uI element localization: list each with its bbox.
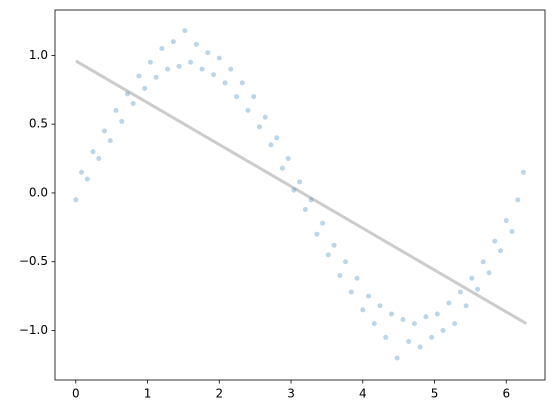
- data-point: [268, 142, 274, 148]
- data-point: [400, 316, 406, 322]
- data-point: [440, 327, 446, 333]
- x-tick-label: 1: [144, 387, 152, 401]
- data-point: [239, 80, 245, 86]
- data-point: [452, 321, 458, 327]
- data-point: [84, 176, 90, 182]
- data-point: [308, 197, 314, 203]
- data-point: [366, 293, 372, 299]
- data-point: [498, 248, 504, 254]
- y-tick-label: −0.5: [19, 254, 48, 268]
- data-point: [406, 338, 412, 344]
- data-point: [79, 169, 85, 175]
- data-point: [285, 156, 291, 162]
- data-point: [480, 259, 486, 265]
- x-tick-label: 0: [72, 387, 80, 401]
- data-point: [205, 50, 211, 56]
- data-point: [469, 275, 475, 281]
- data-point: [165, 66, 171, 72]
- data-point: [320, 220, 326, 226]
- y-tick-label: 0.0: [29, 185, 48, 199]
- data-point: [434, 311, 440, 317]
- data-point: [417, 344, 423, 350]
- data-point: [170, 39, 176, 45]
- data-point: [503, 217, 509, 223]
- data-point: [262, 114, 268, 120]
- data-point: [216, 55, 222, 61]
- y-tick-label: −1.0: [19, 323, 48, 337]
- data-point: [153, 74, 159, 80]
- data-point: [377, 303, 383, 309]
- data-point: [176, 63, 182, 69]
- data-point: [199, 66, 205, 72]
- data-point: [325, 252, 331, 258]
- x-tick-label: 6: [502, 387, 510, 401]
- data-point: [388, 311, 394, 317]
- data-point: [371, 321, 377, 327]
- data-point: [354, 275, 360, 281]
- data-point: [124, 91, 130, 97]
- data-point: [119, 118, 125, 124]
- data-point: [486, 270, 492, 276]
- data-point: [423, 314, 429, 320]
- data-point: [314, 231, 320, 237]
- data-point: [96, 156, 102, 162]
- data-point: [509, 228, 515, 234]
- data-point: [274, 135, 280, 141]
- data-point: [193, 41, 199, 47]
- data-point: [383, 334, 389, 340]
- data-point: [107, 138, 113, 144]
- data-point: [302, 206, 308, 212]
- data-point: [360, 307, 366, 313]
- data-point: [159, 46, 165, 52]
- data-point: [136, 73, 142, 79]
- x-tick-label: 5: [431, 387, 439, 401]
- x-tick-label: 4: [359, 387, 367, 401]
- data-point: [222, 80, 228, 86]
- data-point: [291, 187, 297, 193]
- data-point: [348, 289, 354, 295]
- plot-frame: [54, 9, 546, 381]
- data-point: [457, 289, 463, 295]
- data-point: [520, 169, 526, 175]
- data-point: [279, 165, 285, 171]
- data-point: [188, 59, 194, 65]
- data-point: [515, 197, 521, 203]
- y-tick-label: 0.5: [29, 117, 48, 131]
- data-point: [394, 355, 400, 361]
- y-tick-label: 1.0: [29, 48, 48, 62]
- x-tick-label: 3: [287, 387, 295, 401]
- fit-line: [75, 59, 528, 325]
- data-point: [411, 321, 417, 327]
- data-point: [234, 94, 240, 100]
- x-tick-label: 2: [215, 387, 223, 401]
- data-point: [90, 149, 96, 155]
- data-point: [113, 107, 119, 113]
- data-point: [147, 59, 153, 65]
- data-point: [297, 179, 303, 185]
- data-point: [492, 238, 498, 244]
- data-point: [211, 72, 217, 78]
- data-point: [331, 242, 337, 248]
- data-point: [142, 85, 148, 91]
- data-point: [429, 334, 435, 340]
- data-point: [251, 94, 257, 100]
- data-point: [337, 272, 343, 278]
- data-point: [73, 197, 79, 203]
- data-point: [182, 28, 188, 34]
- data-point: [446, 300, 452, 306]
- data-point: [228, 66, 234, 72]
- data-point: [463, 303, 469, 309]
- data-point: [130, 101, 136, 107]
- data-point: [256, 124, 262, 130]
- data-point: [343, 259, 349, 265]
- data-point: [245, 107, 251, 113]
- data-point: [102, 128, 108, 134]
- data-point: [475, 286, 481, 292]
